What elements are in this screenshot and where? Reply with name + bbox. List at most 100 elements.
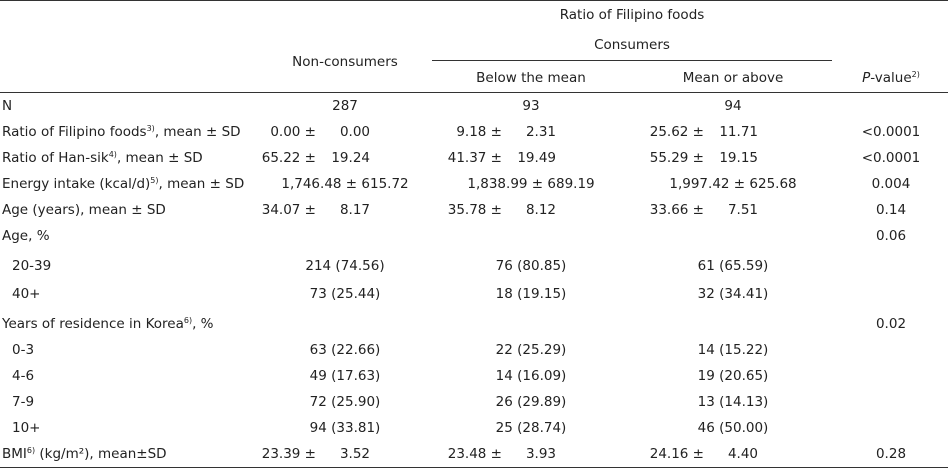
row-label: BMI6) (kg/m²), mean±SD <box>2 446 167 462</box>
non-consumers-value: 63 (22.66) <box>309 342 381 358</box>
row-label-suffix: , mean ± SD <box>116 150 203 166</box>
mean-or-above-value-mean: 55.29 ± <box>649 150 704 166</box>
below-mean-value: 18 (19.15) <box>495 286 567 302</box>
mean-or-above-value: 1,997.42 ± 625.68 <box>669 176 797 192</box>
non-consumers-value: 94 (33.81) <box>309 420 381 436</box>
row-label-text: Age, % <box>2 228 50 244</box>
p-value: 0.02 <box>875 316 907 332</box>
mean-or-above-value-mean: 33.66 ± <box>649 202 704 218</box>
row-label-footnote: 5) <box>150 176 159 185</box>
p-value: 0.004 <box>871 176 911 192</box>
non-consumers-value: 214 (74.56) <box>305 258 385 274</box>
mean-or-above-value: 14 (15.22) <box>697 342 769 358</box>
below-mean-value: 26 (29.89) <box>495 394 567 410</box>
mean-or-above-value: 46 (50.00) <box>697 420 769 436</box>
row-label-text: Years of residence in Korea <box>2 316 184 332</box>
row-label-text: BMI <box>2 446 27 462</box>
non-consumers-value-sd: 3.52 <box>339 446 370 462</box>
row-label-text: 20-39 <box>12 258 52 274</box>
mean-or-above-value-sd: 4.40 <box>727 446 758 462</box>
row-label: 10+ <box>12 420 41 436</box>
p-value: <0.0001 <box>861 150 921 166</box>
row-label-text: Energy intake (kcal/d) <box>2 176 151 192</box>
mean-or-above-value: 19 (20.65) <box>697 368 769 384</box>
p-value: 0.28 <box>875 446 907 462</box>
row-label: 20-39 <box>12 258 51 274</box>
header-below-mean: Below the mean <box>476 70 586 86</box>
p-value: 0.06 <box>875 228 907 244</box>
non-consumers-value-mean: 0.00 ± <box>270 124 316 140</box>
row-label: Energy intake (kcal/d)5), mean ± SD <box>2 176 244 192</box>
row-label-text: 40+ <box>12 286 41 302</box>
row-label: 4-6 <box>12 368 34 384</box>
header-non-consumers: Non-consumers <box>292 54 398 70</box>
header-bottom-rule <box>0 92 948 93</box>
header-consumers: Consumers <box>594 37 670 53</box>
p-value: 0.14 <box>875 202 907 218</box>
mean-or-above-value: 61 (65.59) <box>697 258 769 274</box>
non-consumers-value-sd: 19.24 <box>331 150 370 166</box>
p-value-italic: P <box>862 70 871 86</box>
non-consumers-value-mean: 65.22 ± <box>261 150 316 166</box>
row-label-text: N <box>2 98 13 114</box>
row-label-text: 10+ <box>12 420 41 436</box>
row-label: 7-9 <box>12 394 34 410</box>
row-label-suffix: (kg/m²), mean±SD <box>35 446 167 462</box>
non-consumers-value-sd: 8.17 <box>339 202 370 218</box>
row-label-text: 4-6 <box>12 368 35 384</box>
table-bottom-rule <box>0 467 948 468</box>
below-mean-value-mean: 35.78 ± <box>447 202 502 218</box>
consumers-underline <box>432 60 832 61</box>
p-value: <0.0001 <box>861 124 921 140</box>
header-mean-or-above: Mean or above <box>682 70 784 86</box>
mean-or-above-value-mean: 25.62 ± <box>649 124 704 140</box>
below-mean-value: 25 (28.74) <box>495 420 567 436</box>
below-mean-value-mean: 41.37 ± <box>447 150 502 166</box>
below-mean-value: 93 <box>522 98 540 114</box>
row-label: Age (years), mean ± SD <box>2 202 166 218</box>
non-consumers-value: 1,746.48 ± 615.72 <box>281 176 409 192</box>
p-value-footnote: 2) <box>911 70 920 79</box>
row-label: 0-3 <box>12 342 34 358</box>
below-mean-value: 14 (16.09) <box>495 368 567 384</box>
row-label: Years of residence in Korea6), % <box>2 316 214 332</box>
non-consumers-value-mean: 34.07 ± <box>261 202 316 218</box>
non-consumers-value: 72 (25.90) <box>309 394 381 410</box>
non-consumers-value: 49 (17.63) <box>309 368 381 384</box>
row-label-suffix: , mean ± SD <box>158 176 245 192</box>
row-label-text: Age (years), mean ± SD <box>2 202 166 218</box>
mean-or-above-value: 32 (34.41) <box>697 286 769 302</box>
header-p-value: P-value2) <box>834 70 948 86</box>
row-label-footnote: 6) <box>183 316 193 325</box>
row-label: N <box>2 98 12 114</box>
row-label-text: Ratio of Han-sik <box>2 150 109 166</box>
below-mean-value-mean: 23.48 ± <box>447 446 502 462</box>
below-mean-value-mean: 9.18 ± <box>456 124 502 140</box>
below-mean-value: 22 (25.29) <box>495 342 567 358</box>
non-consumers-value-sd: 0.00 <box>339 124 370 140</box>
mean-or-above-value: 94 <box>724 98 742 114</box>
row-label: Ratio of Filipino foods3), mean ± SD <box>2 124 241 140</box>
table-top-rule <box>0 0 948 1</box>
below-mean-value-sd: 8.12 <box>525 202 556 218</box>
row-label-text: Ratio of Filipino foods <box>2 124 147 140</box>
row-label: Age, % <box>2 228 50 244</box>
row-label-suffix: , % <box>192 316 214 332</box>
mean-or-above-value-sd: 19.15 <box>719 150 758 166</box>
mean-or-above-value-sd: 11.71 <box>719 124 758 140</box>
non-consumers-value: 287 <box>332 98 358 114</box>
row-label-footnote: 6) <box>26 446 36 455</box>
mean-or-above-value-sd: 7.51 <box>727 202 758 218</box>
below-mean-value: 1,838.99 ± 689.19 <box>467 176 595 192</box>
non-consumers-value: 73 (25.44) <box>309 286 381 302</box>
row-label-text: 0-3 <box>12 342 35 358</box>
header-ratio-filipino-foods: Ratio of Filipino foods <box>559 7 705 23</box>
mean-or-above-value: 13 (14.13) <box>697 394 769 410</box>
below-mean-value: 76 (80.85) <box>495 258 567 274</box>
row-label-text: 7-9 <box>12 394 35 410</box>
below-mean-value-sd: 2.31 <box>525 124 556 140</box>
row-label-footnote: 4) <box>108 150 117 159</box>
row-label-suffix: , mean ± SD <box>154 124 241 140</box>
below-mean-value-sd: 3.93 <box>525 446 556 462</box>
